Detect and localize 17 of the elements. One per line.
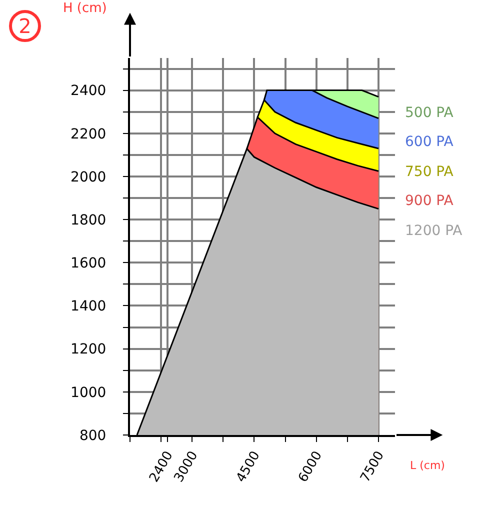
x-axis-title: L (cm) xyxy=(410,459,445,472)
y-tick-label: 1000 xyxy=(70,384,106,401)
y-tick-label: 1800 xyxy=(70,212,106,228)
y-tick-label: 1400 xyxy=(70,298,106,315)
y-tick-label: 1600 xyxy=(70,256,106,272)
y-tick-label: 1200 xyxy=(70,342,106,358)
text: 900 PA xyxy=(405,193,454,209)
text: 750 PA xyxy=(405,164,454,180)
text: 1200 PA xyxy=(405,223,463,239)
text: 600 PA xyxy=(405,134,454,150)
y-tick-label: 800 xyxy=(79,428,106,444)
circled-number: 2 xyxy=(9,10,41,42)
y-tick-label: 2400 xyxy=(70,83,106,100)
y-axis-title: H (cm) xyxy=(63,1,107,16)
y-tick-label: 2200 xyxy=(70,126,106,142)
y-tick-label: 2000 xyxy=(70,169,106,186)
series-label: 500 PA xyxy=(405,105,454,121)
